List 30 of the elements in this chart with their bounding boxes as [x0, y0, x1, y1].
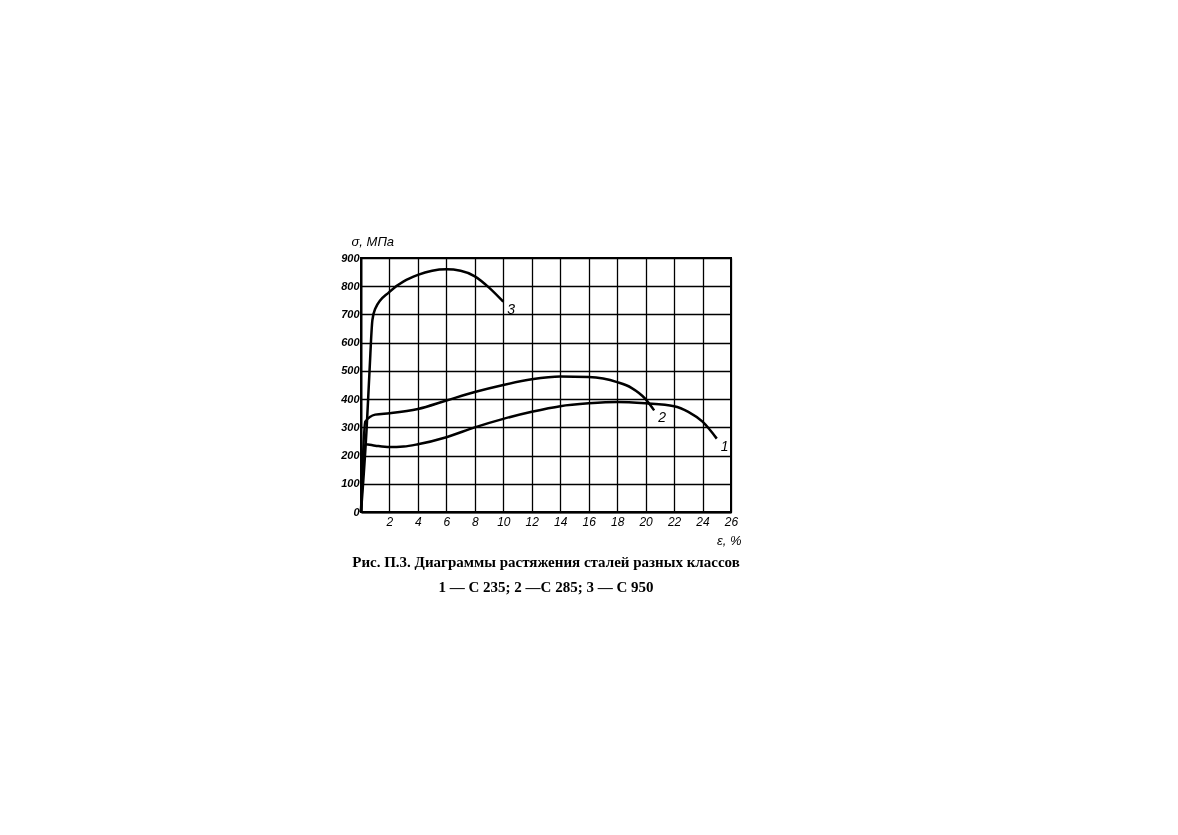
- x-axis-title: ε, %: [717, 532, 742, 548]
- y-tick-label: 0: [353, 505, 361, 518]
- y-tick-label: 400: [340, 392, 361, 405]
- y-tick-label: 900: [341, 251, 361, 264]
- series-label: 3: [507, 300, 516, 317]
- x-tick-label: 12: [525, 514, 540, 529]
- series-label: 1: [720, 437, 729, 454]
- x-tick-label: 24: [695, 514, 711, 529]
- y-tick-label: 200: [340, 449, 361, 462]
- x-tick-label: 16: [582, 514, 597, 529]
- y-tick-label: 300: [341, 420, 361, 433]
- x-tick-label: 20: [638, 514, 654, 529]
- x-tick-label: 10: [497, 514, 511, 529]
- x-tick-label: 14: [554, 514, 568, 529]
- x-tick-label: 6: [443, 514, 451, 529]
- text: Рис. П.3. Диаграммы растяжения сталей разных классов: [352, 554, 740, 570]
- text: 1 — С 235; 2 —С 285; 3 — С 950: [438, 579, 654, 595]
- y-tick-label: 500: [341, 364, 361, 377]
- series-label: 2: [657, 409, 667, 426]
- y-tick-label: 600: [341, 336, 361, 349]
- x-tick-label: 8: [472, 514, 479, 529]
- x-tick-label: 4: [415, 514, 423, 529]
- x-tick-label: 18: [610, 514, 625, 529]
- y-tick-label: 100: [341, 477, 361, 490]
- y-tick-label: 800: [341, 279, 361, 292]
- x-tick-label: 26: [723, 514, 739, 529]
- x-tick-label: 22: [666, 514, 682, 529]
- x-tick-label: 2: [385, 514, 394, 529]
- y-tick-label: 700: [341, 307, 361, 320]
- y-axis-title: σ, МПа: [351, 233, 395, 249]
